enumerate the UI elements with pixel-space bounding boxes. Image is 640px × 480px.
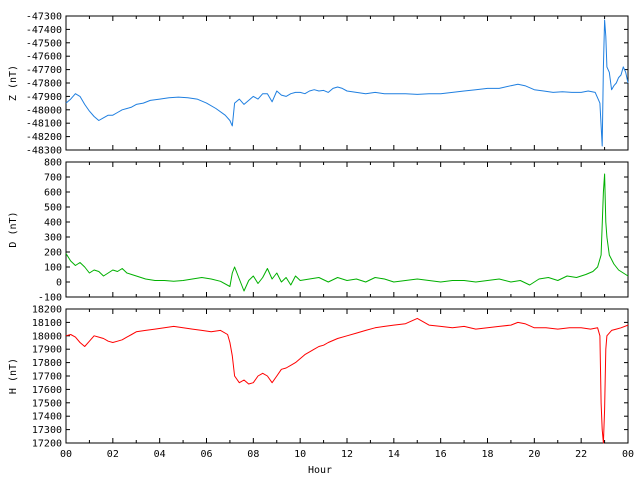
y-tick-label: -47500 [26,38,62,49]
x-tick-label: 04 [154,449,166,460]
x-tick-label: 02 [107,449,119,460]
y-tick-label: 300 [44,233,62,244]
y-tick-label: 17900 [32,345,62,356]
x-tick-label: 00 [60,449,72,460]
y-tick-label: 17200 [32,439,62,450]
x-tick-label: 06 [200,449,212,460]
y-tick-label: 800 [44,158,62,169]
x-tick-label: 22 [575,449,587,460]
y-tick-label: 500 [44,203,62,214]
x-tick-label: 08 [247,449,259,460]
x-tick-label: 18 [481,449,493,460]
y-axis-title: Z (nT) [8,65,19,101]
d-component-panel: 800 700 600 500 400 300 200 100 0 -100 D (nT) [8,158,629,304]
y-tick-label: 18100 [32,318,62,329]
y-tick-label: 200 [44,248,62,259]
y-tick-label: 18200 [32,305,62,316]
y-tick-label: 600 [44,188,62,199]
x-tick-label: 10 [294,449,306,460]
y-axis-title: D (nT) [8,211,19,247]
y-tick-label: -48100 [26,119,62,130]
z-component-panel: -47300 -47400 -47500 -47600 -47700 -47800 -479… [8,12,629,157]
y-tick-label: 400 [44,218,62,229]
x-tick-label: 16 [435,449,447,460]
y-tick-label: 17500 [32,398,62,409]
series-line [65,317,629,444]
plot-frame [65,15,629,151]
x-tick-label: 20 [528,449,540,460]
y-tick-label: -47600 [26,52,62,63]
h-component-panel: 18200 18100 18000 17900 17800 17700 17600 17500… [8,305,634,461]
y-tick-label: 100 [44,263,62,274]
y-tick-label: 17800 [32,358,62,369]
y-tick-label: -48200 [26,132,62,143]
x-tick-label: 12 [341,449,353,460]
y-tick-label: -100 [38,293,62,304]
series-line [65,19,629,147]
y-tick-label: 700 [44,173,62,184]
x-tick-label: 14 [388,449,400,460]
plot-frame [65,161,629,298]
y-tick-label: 17300 [32,425,62,436]
y-tick-label: -47400 [26,25,62,36]
series-line [65,173,629,292]
y-tick-label: -47300 [26,12,62,23]
plot-frame [65,308,629,444]
y-tick-label: -48000 [26,105,62,116]
y-tick-label: -47900 [26,92,62,103]
y-tick-label: 17400 [32,412,62,423]
y-tick-label: -47800 [26,79,62,90]
y-tick-label: 18000 [32,331,62,342]
x-axis-title: Hour [308,465,332,476]
y-tick-label: -48300 [26,146,62,157]
y-tick-label: 17700 [32,372,62,383]
y-tick-label: 0 [56,278,62,289]
y-axis-title: H (nT) [8,358,19,394]
y-tick-label: 17600 [32,385,62,396]
x-tick-label: 00 [622,449,634,460]
y-tick-label: -47700 [26,65,62,76]
